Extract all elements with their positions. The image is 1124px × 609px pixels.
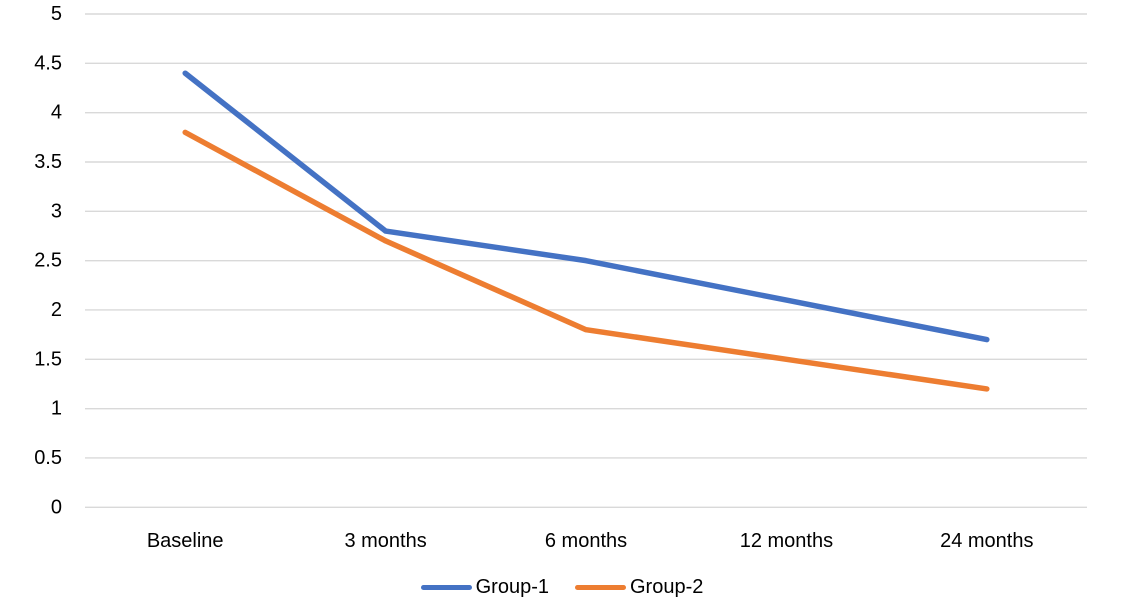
legend-label: Group-1 bbox=[475, 576, 549, 598]
series-line-group-1 bbox=[182, 70, 990, 343]
y-axis-tick-label: 1 bbox=[51, 398, 62, 420]
y-axis-tick-label: 1.5 bbox=[34, 348, 62, 370]
x-axis-tick-label: Baseline bbox=[147, 530, 224, 552]
x-axis-tick-label: 12 months bbox=[740, 530, 833, 552]
y-axis-tick-label: 3 bbox=[51, 200, 62, 222]
y-axis-tick-label: 0 bbox=[51, 496, 62, 518]
y-axis-tick-label: 2.5 bbox=[34, 250, 62, 272]
x-axis-tick-label: 3 months bbox=[344, 530, 426, 552]
x-axis-tick-label: 24 months bbox=[940, 530, 1033, 552]
y-axis-tick-label: 0.5 bbox=[34, 447, 62, 469]
y-axis-tick-label: 2 bbox=[51, 299, 62, 321]
chart-legend: Group-1 Group-2 bbox=[0, 577, 1124, 597]
y-axis-tick-label: 3.5 bbox=[34, 151, 62, 173]
y-axis-tick-label: 4 bbox=[51, 102, 62, 124]
legend-label: Group-2 bbox=[630, 576, 704, 598]
legend-item-group-2: Group-2 bbox=[575, 577, 703, 597]
x-axis-tick-label: 6 months bbox=[545, 530, 627, 552]
y-axis-tick-label: 5 bbox=[51, 3, 62, 25]
legend-line-swatch bbox=[420, 584, 472, 590]
y-axis-tick-label: 4.5 bbox=[34, 52, 62, 74]
legend-line-swatch bbox=[575, 584, 626, 590]
legend-item-group-1: Group-1 bbox=[420, 576, 549, 598]
series-line-group-2 bbox=[182, 129, 990, 392]
